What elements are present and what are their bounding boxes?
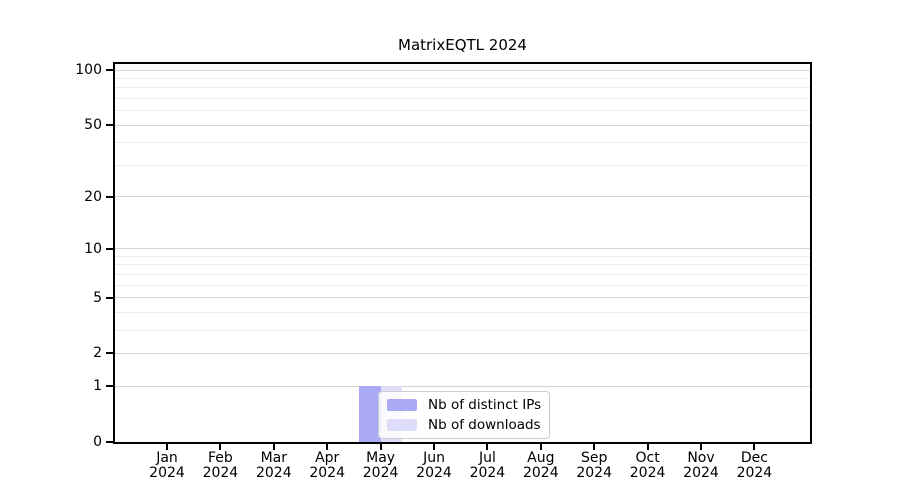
legend: Nb of distinct IPs Nb of downloads xyxy=(378,391,551,439)
gridline-minor xyxy=(114,255,811,257)
month-label: Jun xyxy=(423,450,445,466)
gridline-minor xyxy=(114,264,811,266)
x-tick-label: Apr 2024 xyxy=(285,451,369,481)
year-label: 2024 xyxy=(683,465,719,481)
year-label: 2024 xyxy=(416,465,452,481)
month-label: Jan xyxy=(156,450,178,466)
legend-label-downloads: Nb of downloads xyxy=(428,417,541,433)
x-axis-tick xyxy=(219,444,222,450)
x-axis-tick xyxy=(272,444,275,450)
x-axis-tick xyxy=(646,444,649,450)
y-tick-label: 100 xyxy=(75,62,102,78)
month-label: Mar xyxy=(260,450,287,466)
x-tick-label: Jul 2024 xyxy=(445,451,529,481)
gridline-major xyxy=(114,196,811,198)
y-tick-label: 5 xyxy=(93,289,102,306)
plot-area: Nb of distinct IPs Nb of downloads xyxy=(113,62,812,444)
year-label: 2024 xyxy=(202,465,239,481)
month-label: May xyxy=(366,450,396,466)
y-tick-label: 50 xyxy=(84,117,102,134)
x-tick-label: Oct 2024 xyxy=(606,451,690,481)
gridline-major xyxy=(114,124,811,126)
y-tick-label: 0 xyxy=(93,434,102,450)
year-label: 2024 xyxy=(469,465,506,481)
month-label: Feb xyxy=(207,450,233,466)
y-axis-tick xyxy=(106,441,113,443)
legend-item-distinct-ips: Nb of distinct IPs xyxy=(387,396,541,414)
y-tick-label: 20 xyxy=(84,188,102,205)
bar-distinct-ips xyxy=(359,386,381,442)
gridline-minor xyxy=(114,110,811,112)
gridline-minor xyxy=(114,329,811,331)
x-axis-tick xyxy=(700,444,702,450)
x-tick-label: May 2024 xyxy=(339,451,423,481)
year-label: 2024 xyxy=(629,465,666,481)
year-label: 2024 xyxy=(149,465,185,481)
x-axis-tick xyxy=(433,444,435,450)
y-axis-tick xyxy=(106,352,113,355)
y-axis-tick xyxy=(106,195,113,198)
month-label: Nov xyxy=(687,450,715,466)
axis-spine-bottom xyxy=(113,442,812,444)
year-label: 2024 xyxy=(309,465,345,481)
gridline-major xyxy=(114,385,811,387)
gridline-minor xyxy=(114,284,811,286)
x-tick-label: Jun 2024 xyxy=(392,451,476,481)
month-label: Aug xyxy=(527,450,555,466)
y-axis-tick xyxy=(106,247,113,250)
chart-title: MatrixEQTL 2024 xyxy=(398,36,527,54)
x-tick-label: Feb 2024 xyxy=(178,451,262,481)
y-tick-label: 1 xyxy=(93,378,102,395)
gridline-minor xyxy=(114,164,811,166)
year-label: 2024 xyxy=(576,465,612,481)
x-axis-tick xyxy=(379,444,382,450)
gridline-minor xyxy=(114,77,811,79)
month-label: Dec xyxy=(740,450,768,466)
gridline-minor xyxy=(114,97,811,99)
y-axis-tick xyxy=(106,296,113,299)
x-tick-label: Mar 2024 xyxy=(232,451,316,481)
x-axis-tick xyxy=(166,444,168,450)
legend-label-distinct-ips: Nb of distinct IPs xyxy=(428,397,542,413)
x-axis-tick xyxy=(753,444,756,450)
gridline-minor xyxy=(114,311,811,313)
x-tick-label: Dec 2024 xyxy=(712,451,796,481)
x-tick-label: Nov 2024 xyxy=(659,451,743,481)
year-label: 2024 xyxy=(736,465,773,481)
y-tick-label: 2 xyxy=(93,345,102,362)
y-axis-tick xyxy=(106,69,113,71)
year-label: 2024 xyxy=(255,465,292,481)
axis-spine-right xyxy=(810,62,812,444)
gridline-minor xyxy=(114,87,811,89)
x-axis-tick xyxy=(539,444,542,450)
year-label: 2024 xyxy=(522,465,559,481)
month-label: Oct xyxy=(635,450,660,466)
x-tick-label: Jan 2024 xyxy=(125,451,209,481)
x-tick-label: Aug 2024 xyxy=(499,451,583,481)
gridline-major xyxy=(114,248,811,250)
x-tick-label: Sep 2024 xyxy=(552,451,636,481)
x-axis-tick xyxy=(486,444,489,450)
x-axis-tick xyxy=(593,444,596,450)
gridline-major xyxy=(114,69,811,71)
axis-spine-left xyxy=(113,62,115,444)
x-axis-tick xyxy=(326,444,329,450)
y-axis-tick xyxy=(106,385,113,388)
y-tick-label: 10 xyxy=(84,240,102,257)
legend-item-downloads: Nb of downloads xyxy=(387,416,541,434)
gridline-major xyxy=(114,352,811,354)
month-label: Sep xyxy=(580,450,608,466)
month-label: Jul xyxy=(478,450,496,466)
gridline-minor xyxy=(114,273,811,275)
gridline-minor xyxy=(114,142,811,144)
axis-spine-top xyxy=(113,62,812,64)
gridline-major xyxy=(114,297,811,299)
year-label: 2024 xyxy=(362,465,399,481)
legend-swatch-distinct-ips xyxy=(387,399,417,411)
y-axis-tick xyxy=(106,124,113,127)
legend-swatch-downloads xyxy=(387,419,417,431)
month-label: Apr xyxy=(315,450,340,466)
